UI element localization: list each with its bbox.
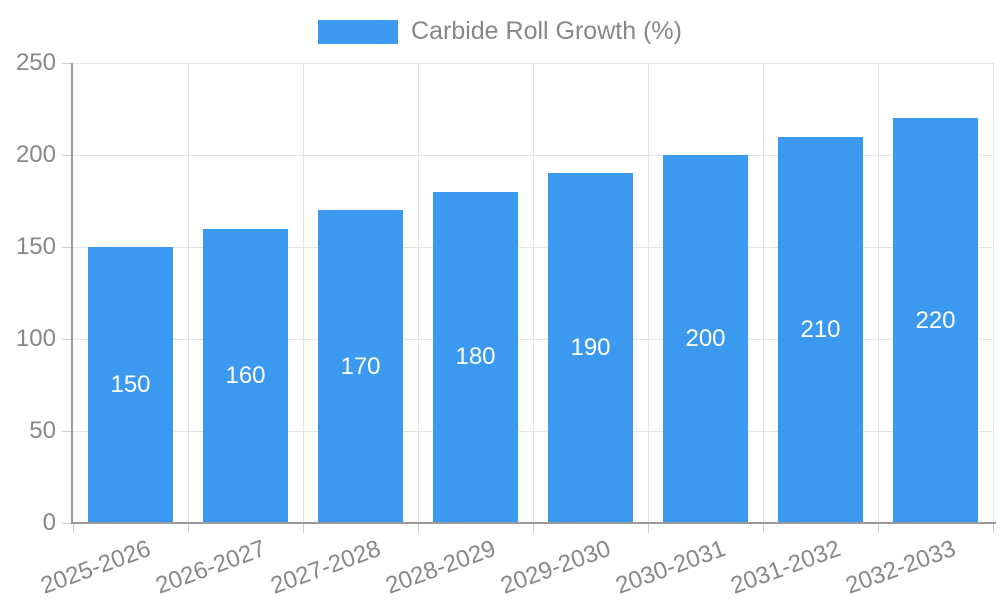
bar-value-label: 190: [570, 334, 611, 362]
x-axis-line: [71, 522, 996, 524]
y-tick-label: 200: [15, 141, 56, 168]
x-axis-tick: [762, 523, 764, 533]
bar-value-label: 150: [110, 371, 151, 398]
y-axis-line: [71, 63, 73, 524]
chart-legend: Carbide Roll Growth (%): [0, 17, 1000, 46]
bar[interactable]: [778, 136, 863, 523]
y-axis-tick: [62, 246, 73, 248]
bar[interactable]: [663, 155, 748, 523]
bar[interactable]: [893, 118, 978, 523]
x-axis-tick: [302, 523, 304, 533]
legend-item[interactable]: Carbide Roll Growth (%): [318, 17, 682, 46]
v-gridline: [877, 63, 879, 523]
bar-value-label: 220: [915, 306, 956, 334]
bar-value-label: 180: [455, 343, 496, 371]
x-axis-tick: [647, 523, 649, 533]
y-tick-label: 150: [15, 233, 56, 260]
x-axis-tick: [532, 523, 534, 533]
x-axis-tick: [877, 523, 879, 533]
bar-value-label: 160: [225, 361, 266, 389]
y-axis-tick: [62, 62, 73, 64]
v-gridline: [417, 63, 419, 523]
v-gridline: [187, 63, 189, 523]
v-gridline: [992, 63, 994, 523]
x-axis-tick: [187, 523, 189, 533]
v-gridline: [532, 63, 534, 523]
v-gridline: [302, 63, 304, 523]
x-axis-tick: [417, 523, 419, 533]
y-tick-label: 250: [15, 49, 56, 76]
bar-value-label: 200: [685, 325, 726, 352]
x-axis-tick: [992, 523, 994, 533]
v-gridline: [762, 63, 764, 523]
bar[interactable]: [318, 210, 403, 523]
y-axis-tick: [62, 154, 73, 156]
y-axis-tick: [62, 522, 73, 524]
x-axis-tick: [72, 523, 74, 533]
y-tick-label: 50: [29, 417, 56, 444]
bar[interactable]: [433, 191, 518, 523]
bar[interactable]: [88, 247, 173, 523]
bar-value-label: 210: [800, 315, 841, 343]
legend-label: Carbide Roll Growth (%): [411, 17, 682, 45]
y-axis-tick: [62, 338, 73, 340]
y-tick-label: 100: [15, 325, 56, 352]
legend-swatch: [318, 19, 399, 44]
bar[interactable]: [203, 228, 288, 523]
y-tick-label: 0: [42, 509, 56, 536]
v-gridline: [647, 63, 649, 523]
bar-value-label: 170: [340, 352, 381, 380]
bar[interactable]: [548, 173, 633, 523]
y-axis-tick: [62, 430, 73, 432]
